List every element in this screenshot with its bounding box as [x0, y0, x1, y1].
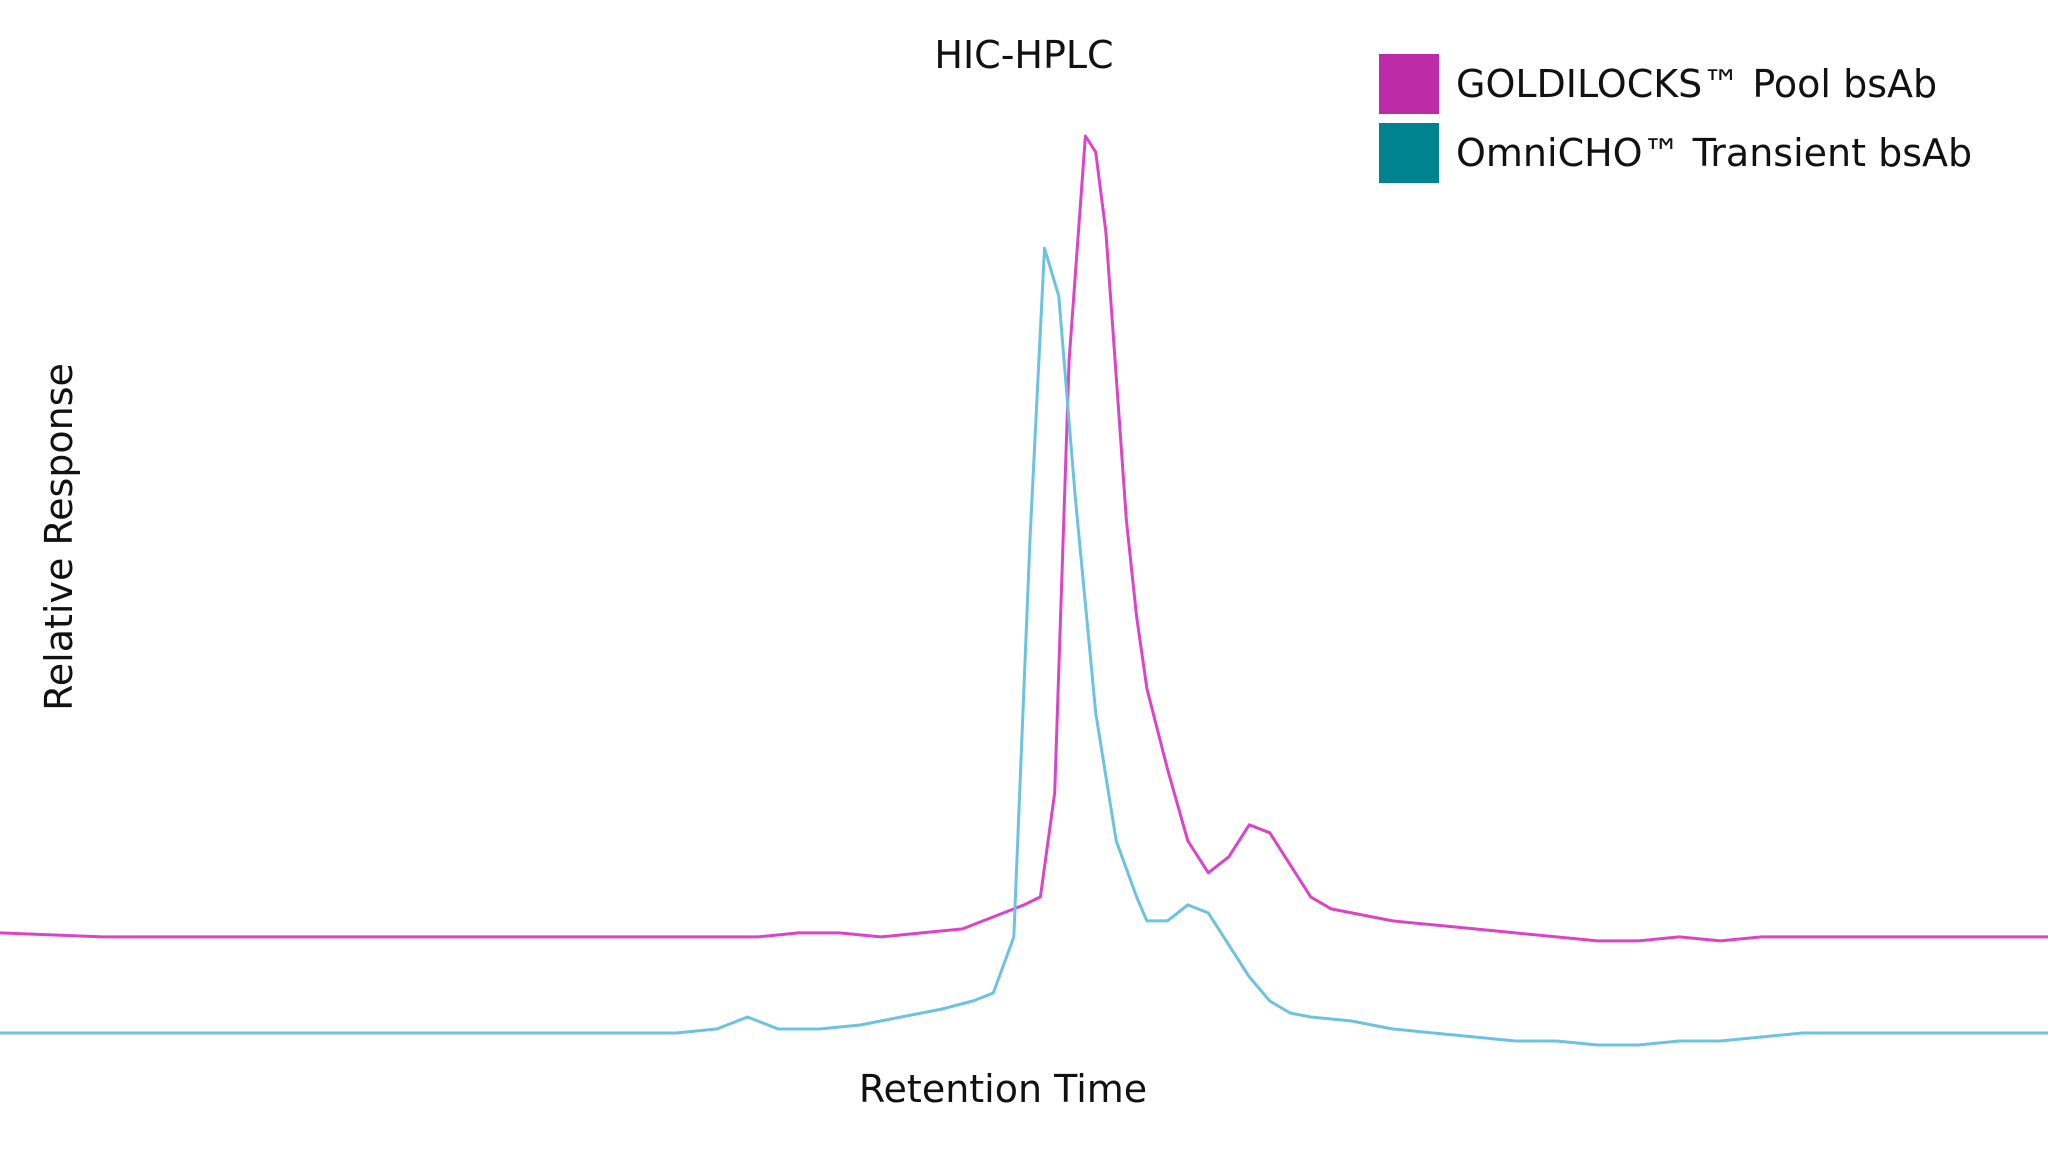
series-line-2 — [0, 246, 2048, 1047]
legend: GOLDILOCKS™ Pool bsAb OmniCHO™ Transient … — [1379, 54, 1972, 183]
chart-title: HIC-HPLC — [934, 33, 1113, 77]
plot-area — [0, 134, 2048, 1047]
legend-swatch-1 — [1379, 54, 1439, 114]
legend-swatch-2 — [1379, 123, 1439, 183]
x-axis-label: Retention Time — [859, 1067, 1147, 1111]
legend-label-2: OmniCHO™ Transient bsAb — [1456, 131, 1972, 175]
legend-label-1: GOLDILOCKS™ Pool bsAb — [1456, 62, 1937, 106]
series-line-1 — [0, 134, 2048, 943]
y-axis-label: Relative Response — [37, 363, 81, 711]
